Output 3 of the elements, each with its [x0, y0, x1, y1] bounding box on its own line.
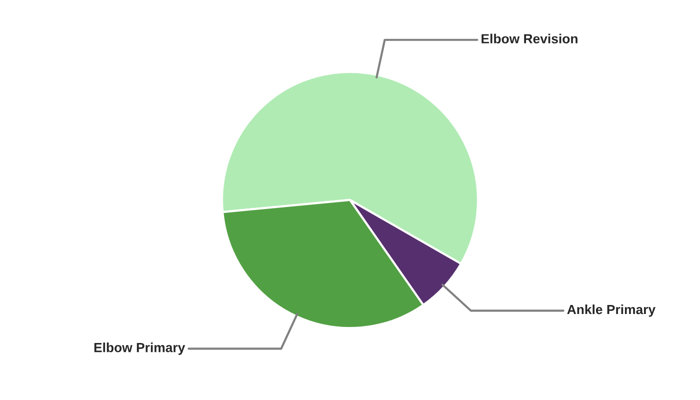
slice-label: Elbow Revision	[482, 34, 578, 44]
slice-label: Ankle Primary	[567, 304, 656, 317]
slice-label: Elbow Primary	[94, 342, 186, 355]
